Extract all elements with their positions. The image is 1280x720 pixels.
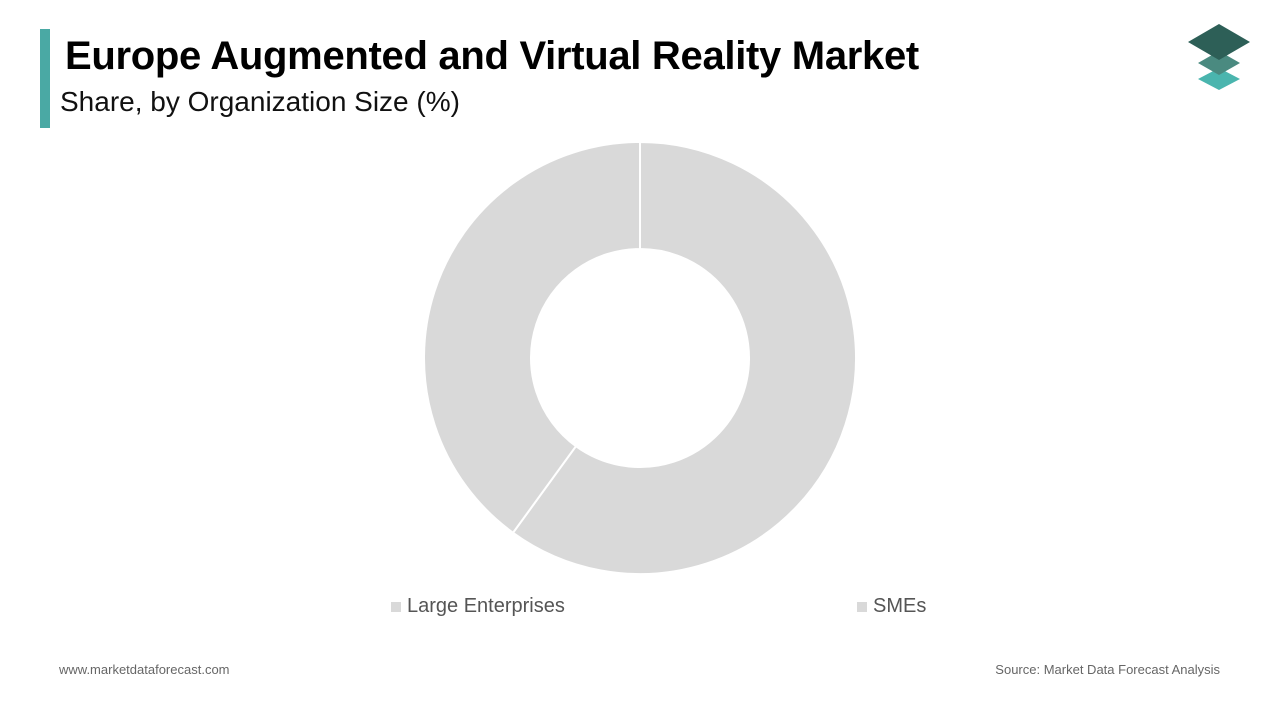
legend-item-large-enterprises: Large Enterprises <box>391 595 565 618</box>
title-accent-bar <box>40 29 50 128</box>
stacked-layers-icon <box>1188 24 1250 90</box>
chart-subtitle: Share, by Organization Size (%) <box>60 86 460 117</box>
legend-label-large-enterprises: Large Enterprises <box>407 595 565 617</box>
chart-title: Europe Augmented and Virtual Reality Mar… <box>65 34 919 78</box>
donut-slice-smes <box>423 140 641 535</box>
legend-item-smes: SMEs <box>857 595 926 618</box>
legend-label-smes: SMEs <box>873 595 927 617</box>
legend-swatch-large-enterprises <box>391 601 401 612</box>
legend-swatch-smes <box>857 601 867 612</box>
footer-source: Source: Market Data Forecast Analysis <box>995 662 1220 677</box>
logo-layer-middle <box>1198 51 1240 75</box>
logo-layer-top <box>1188 24 1250 60</box>
donut-slice-large-enterprises <box>511 140 857 575</box>
footer-website: www.marketdataforecast.com <box>59 662 230 677</box>
logo-layer-bottom <box>1198 68 1240 90</box>
